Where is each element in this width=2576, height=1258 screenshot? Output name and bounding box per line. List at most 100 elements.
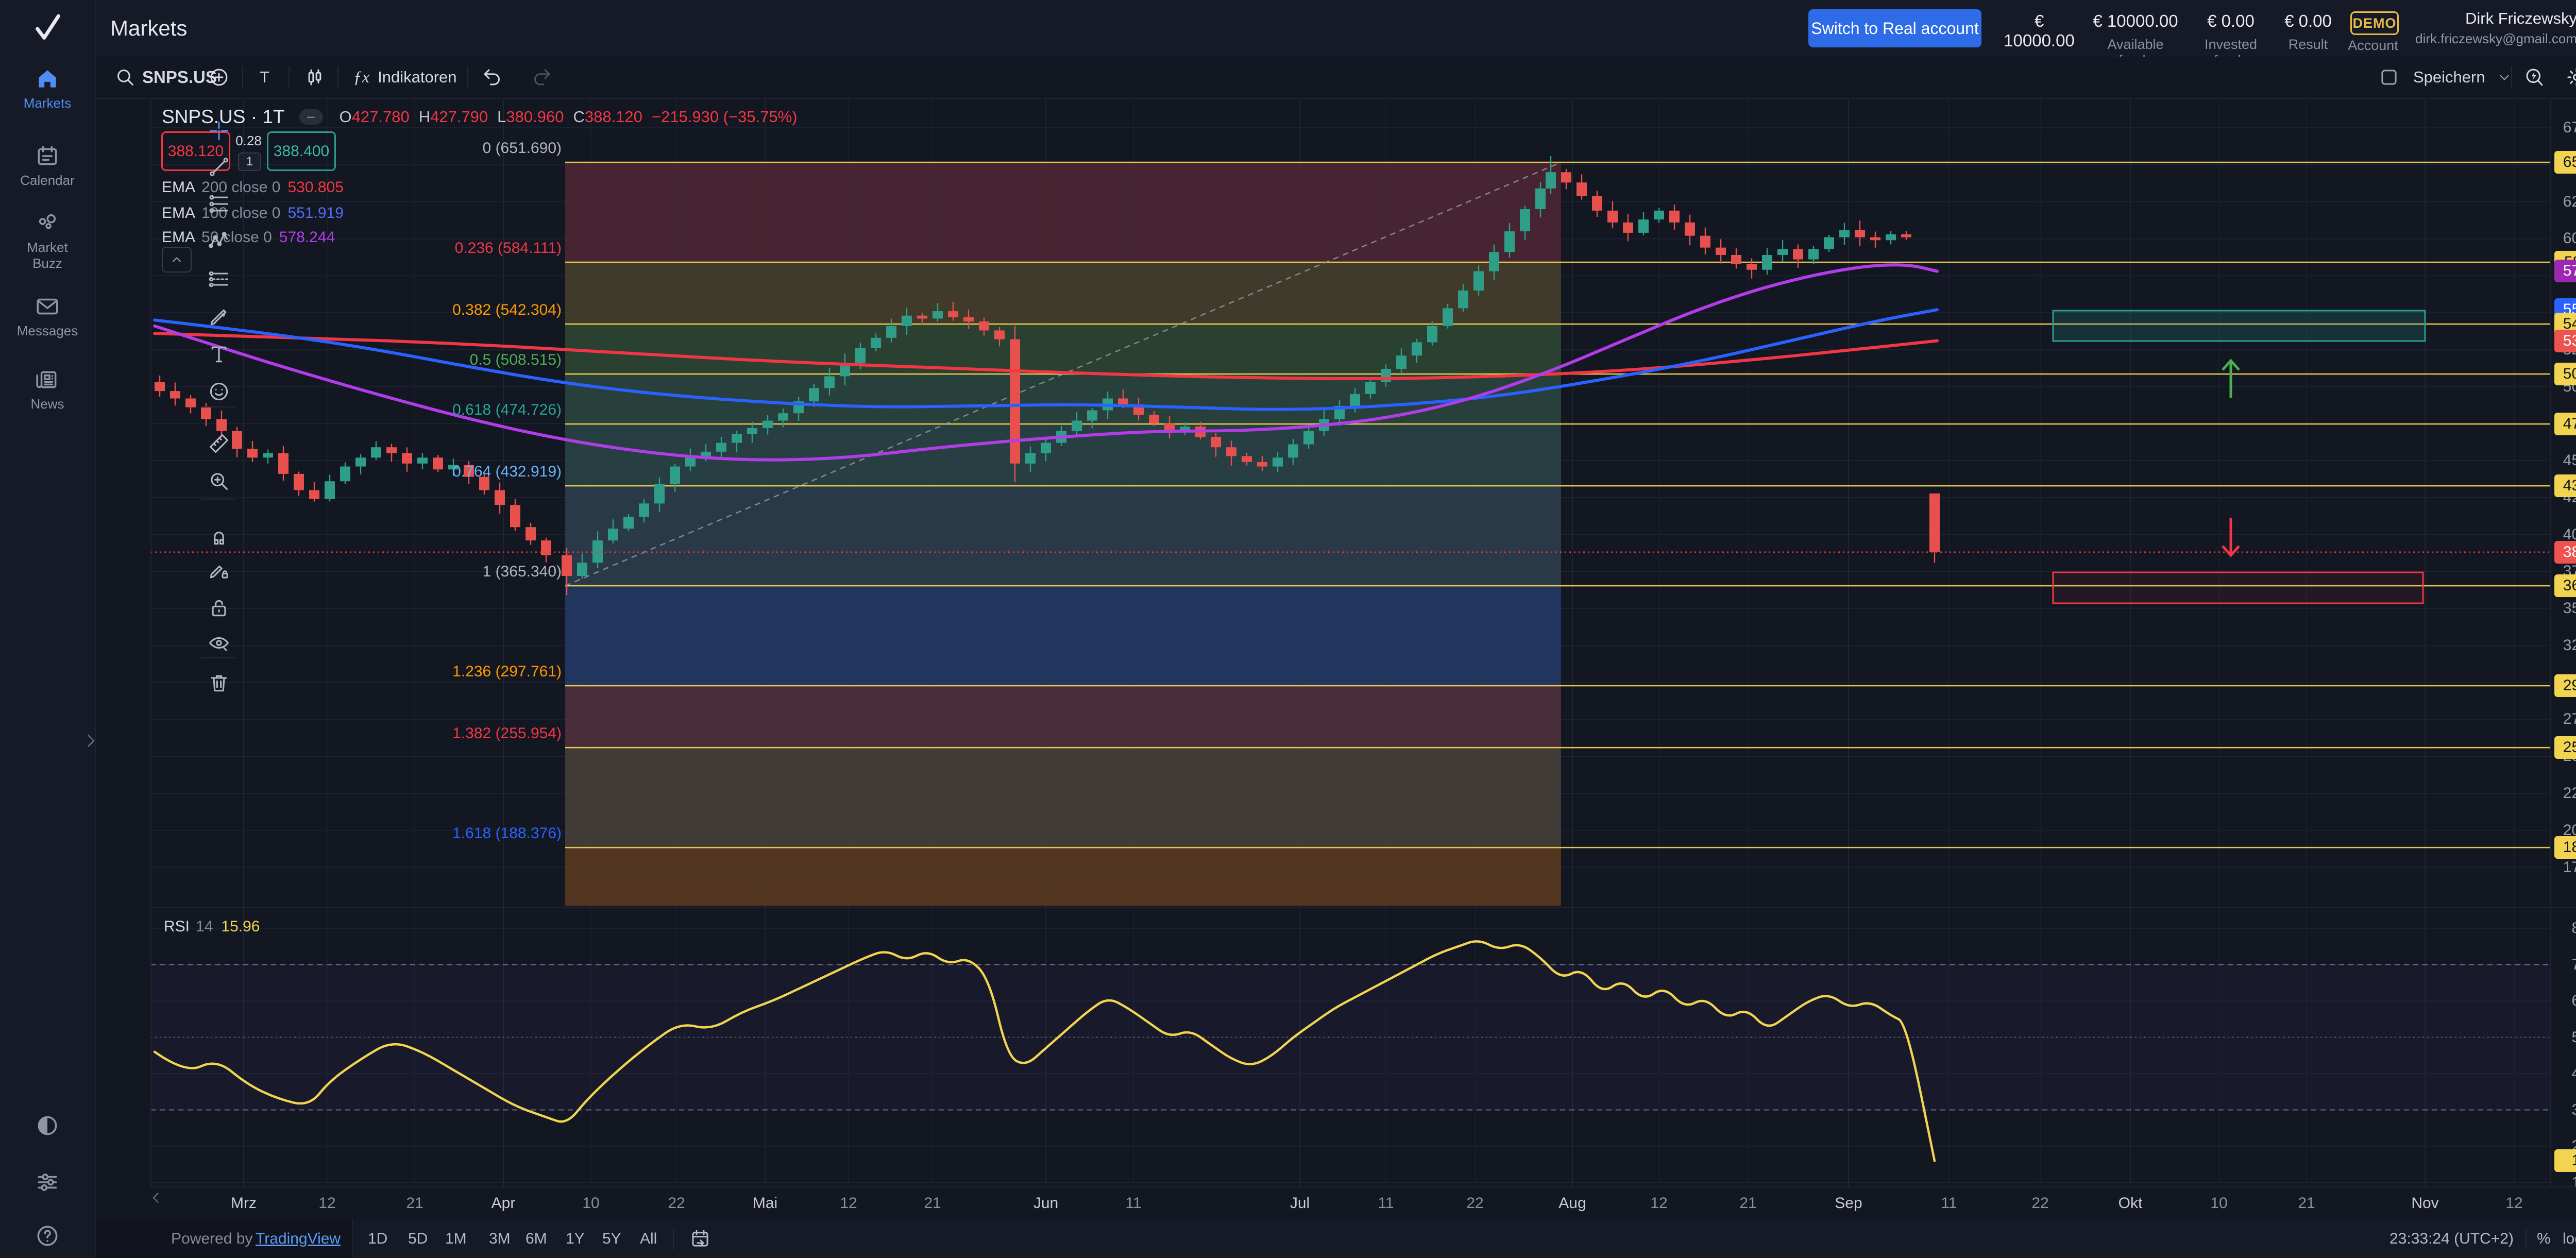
powered-by-label: Powered by xyxy=(171,1230,253,1247)
time-label: Aug xyxy=(1558,1195,1586,1212)
news-icon xyxy=(35,367,60,393)
legend-collapse-pill[interactable]: – xyxy=(299,109,323,125)
time-label: Sep xyxy=(1835,1195,1862,1212)
sidebar-item-markets[interactable]: Markets xyxy=(0,66,95,111)
price-tick: 350.000 xyxy=(2563,600,2576,617)
redo-button[interactable] xyxy=(531,57,553,98)
time-label: 11 xyxy=(1941,1195,1957,1212)
zoom-in-icon[interactable] xyxy=(208,470,230,492)
sliders-icon[interactable] xyxy=(35,1169,60,1195)
price-tick: 325.000 xyxy=(2563,637,2576,654)
xabcd-pattern-icon[interactable] xyxy=(208,230,230,253)
sidebar-item-messages[interactable]: Messages xyxy=(0,294,95,339)
buy-button[interactable]: 388.400 xyxy=(267,131,336,171)
time-label: 21 xyxy=(2298,1195,2315,1212)
range-5y[interactable]: 5Y xyxy=(602,1230,621,1247)
legend-collapse-button[interactable] xyxy=(162,247,192,273)
ohlc-values: O427.780 H427.790 L380.960 C388.120 −215.930… xyxy=(340,108,798,126)
range-1m[interactable]: 1M xyxy=(445,1230,467,1247)
tradingview-link[interactable]: TradingView xyxy=(256,1230,341,1247)
time-label: 12 xyxy=(840,1195,857,1212)
range-1y[interactable]: 1Y xyxy=(566,1230,585,1247)
goto-date-button[interactable] xyxy=(689,1219,711,1258)
layout-select-button[interactable] xyxy=(2378,57,2400,98)
range-1d[interactable]: 1D xyxy=(368,1230,388,1247)
emoji-icon[interactable] xyxy=(208,380,230,403)
sidebar-item-market-buzz[interactable]: Market Buzz xyxy=(0,210,95,271)
rsi-tick: 20.00 xyxy=(2571,1137,2576,1154)
rsi-legend[interactable]: RSI 14 15.96 xyxy=(164,918,260,935)
indicator-row-ema200[interactable]: EMA 200 close 0 530.805 xyxy=(162,179,344,196)
switch-real-account-button[interactable]: Switch to Real account xyxy=(1808,9,1981,47)
settings-button[interactable] xyxy=(2566,57,2576,98)
chart-type-button[interactable] xyxy=(304,57,326,98)
fx-icon: ƒx xyxy=(353,67,370,87)
save-button[interactable]: Speichern xyxy=(2413,57,2512,98)
demo-account-label: Account xyxy=(2348,38,2398,53)
compare-add-button[interactable] xyxy=(208,57,230,98)
price-axis-separator[interactable] xyxy=(2550,99,2551,1187)
quick-search-button[interactable] xyxy=(2523,57,2545,98)
price-badge: 530.805 xyxy=(2554,330,2576,352)
user-name: Dirk Friczewsky xyxy=(2465,9,2576,27)
price-tick: 200.000 xyxy=(2563,822,2576,839)
fib-retracement-icon[interactable] xyxy=(208,193,230,215)
demo-account-badge: DEMO xyxy=(2350,11,2399,35)
price-axis[interactable]: 675.000625.000600.000575.000525.000500.0… xyxy=(2551,0,2576,1191)
help-icon[interactable] xyxy=(35,1223,60,1249)
text-tool-icon[interactable] xyxy=(208,343,230,366)
trend-line-icon[interactable] xyxy=(208,156,230,178)
time-label: Nov xyxy=(2411,1195,2439,1212)
price-tick: 625.000 xyxy=(2563,193,2576,210)
drawing-mode-icon[interactable] xyxy=(208,559,230,582)
sidebar-item-calendar[interactable]: Calendar xyxy=(0,143,95,189)
price-tick: 225.000 xyxy=(2563,785,2576,802)
log-scale-button[interactable]: log xyxy=(2563,1230,2576,1247)
symbol-search[interactable]: SNPS.US xyxy=(114,57,217,98)
undo-button[interactable] xyxy=(481,57,503,98)
ohlc-key: C xyxy=(573,108,585,126)
range-5d[interactable]: 5D xyxy=(408,1230,428,1247)
indicators-button[interactable]: ƒx Indikatoren xyxy=(353,67,457,87)
percent-scale-button[interactable]: % xyxy=(2537,1230,2551,1247)
contrast-icon[interactable] xyxy=(35,1113,60,1138)
range-3m[interactable]: 3M xyxy=(489,1230,511,1247)
indicator-row-ema50[interactable]: EMA 50 close 0 578.244 xyxy=(162,229,335,246)
app-logo[interactable] xyxy=(0,0,96,57)
scroll-left-chevron-icon[interactable] xyxy=(148,1190,164,1205)
sidebar-expand-chevron-icon[interactable] xyxy=(81,732,100,750)
time-label: 21 xyxy=(924,1195,941,1212)
fib-level-label: 0.5 (508.515) xyxy=(469,351,562,368)
pane-separator[interactable] xyxy=(96,907,2576,908)
rsi-tick: 70.00 xyxy=(2571,956,2576,973)
indicator-row-ema100[interactable]: EMA 100 close 0 551.919 xyxy=(162,205,344,222)
clock[interactable]: 23:33:24 (UTC+2) xyxy=(2389,1230,2514,1247)
sell-button[interactable]: 388.120 xyxy=(161,131,230,171)
brush-icon[interactable] xyxy=(208,305,230,328)
range-6m[interactable]: 6M xyxy=(526,1230,547,1247)
crosshair-icon[interactable] xyxy=(208,120,230,142)
time-label: 21 xyxy=(406,1195,423,1212)
time-label: Jul xyxy=(1290,1195,1310,1212)
time-axis[interactable]: Mrz 12 21 Apr 10 22 Mai 12 21 Jun 11 Jul 11 22 Aug 12 21… xyxy=(96,1187,2551,1219)
quantity-stepper[interactable]: 1 xyxy=(238,152,261,171)
magnet-icon[interactable] xyxy=(208,524,230,547)
price-badge: 188.376 xyxy=(2554,836,2576,859)
chevron-down-icon xyxy=(2497,70,2512,85)
legend-symbol[interactable]: SNPS.US · 1T xyxy=(162,106,285,127)
buzz-icon xyxy=(35,210,60,236)
lock-all-icon[interactable] xyxy=(208,597,230,619)
top-bar: Markets Switch to Real account € 10000.0… xyxy=(0,0,2576,88)
price-badge: 432.919 xyxy=(2554,474,2576,497)
sidebar-item-news[interactable]: News xyxy=(0,367,95,412)
rsi-tick: 40.00 xyxy=(2571,1065,2576,1082)
long-position-icon[interactable] xyxy=(208,268,230,291)
remove-all-icon[interactable] xyxy=(208,672,230,694)
interval-button[interactable]: T xyxy=(260,68,269,86)
range-all[interactable]: All xyxy=(640,1230,657,1247)
time-label: 22 xyxy=(2031,1195,2049,1212)
ruler-icon[interactable] xyxy=(208,432,230,455)
hide-all-icon[interactable] xyxy=(208,632,230,654)
